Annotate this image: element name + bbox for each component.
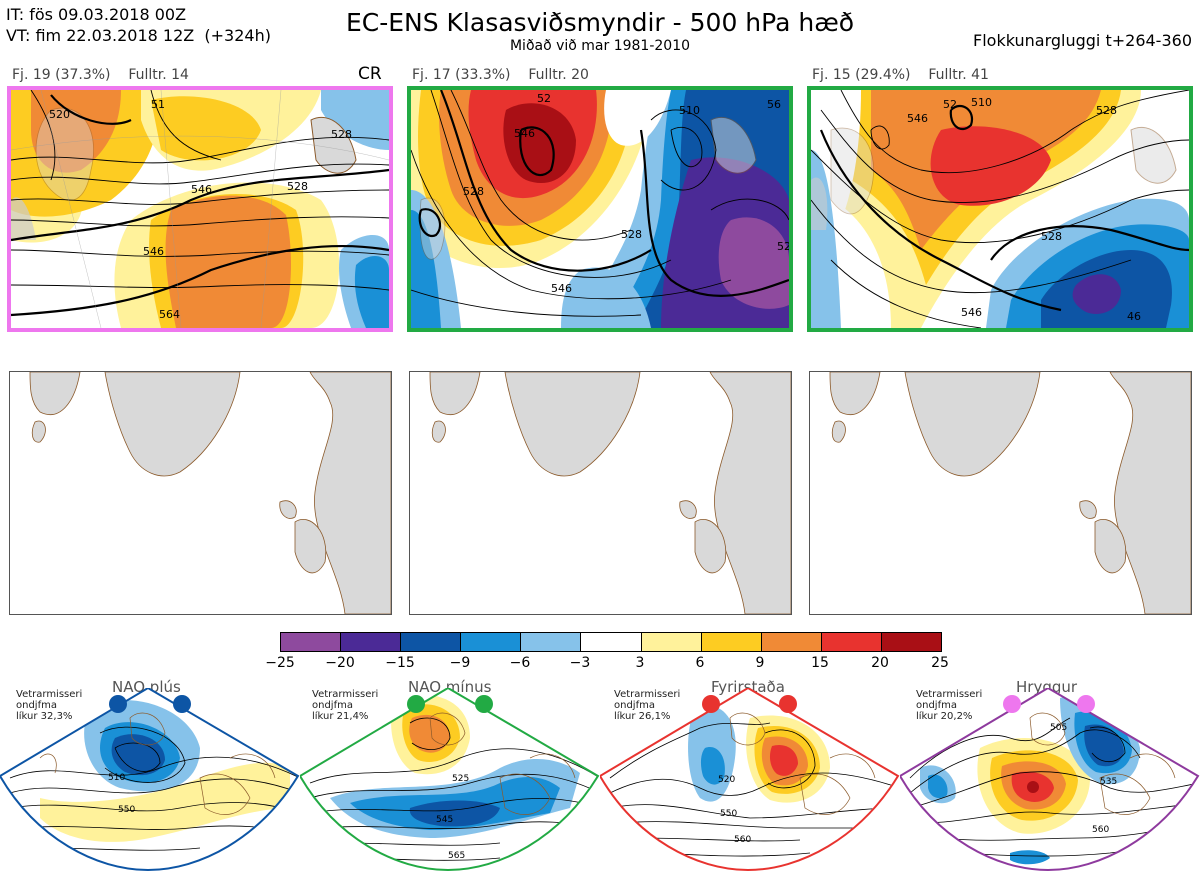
colorbar-tick: −9 (449, 655, 471, 671)
regime-3-map: 520 550 560 (600, 688, 900, 871)
regime-1-name: NAO plús (112, 678, 181, 696)
regime-4-marker (1003, 695, 1021, 713)
header-times: IT: fös 09.03.2018 00Z VT: fim 22.03.201… (6, 4, 271, 46)
colorbar-bin (401, 633, 462, 651)
contour-label: 528 (621, 228, 642, 241)
colorbar-tick: −20 (325, 655, 355, 671)
colorbar-bin (641, 633, 702, 651)
cluster-1-empty-map (9, 371, 392, 615)
contour-label: 564 (159, 308, 180, 321)
cluster-3-members: Fj. 15 (29.4%) (812, 67, 911, 83)
contour-label: 545 (436, 815, 453, 825)
colorbar-bin (341, 633, 402, 651)
classification-window: Flokkunargluggi t+264-360 (973, 31, 1192, 50)
regime-2-marker (407, 695, 425, 713)
regime-1-probability: Vetrarmisseri ondjfma líkur 32,3% (16, 689, 83, 722)
colorbar-bin (881, 633, 942, 651)
colorbar-bin (461, 633, 522, 651)
regime-2-probability: Vetrarmisseri ondjfma líkur 21,4% (312, 689, 379, 722)
contour-label: 550 (720, 809, 737, 819)
regime-4-marker (1077, 695, 1095, 713)
contour-label: 546 (514, 127, 535, 140)
contour-label: 528 (1096, 104, 1117, 117)
colorbar-tick: 20 (871, 655, 889, 671)
contour-label: 560 (734, 835, 751, 845)
cluster-1-regime-tag: CR (358, 64, 382, 84)
contour-label: 56 (767, 98, 781, 111)
contour-label: 546 (143, 245, 164, 258)
regime-3-marker (779, 695, 797, 713)
colorbar-tick: 15 (811, 655, 829, 671)
regime-2-map: 525 545 565 (300, 688, 600, 871)
initial-time: IT: fös 09.03.2018 00Z (6, 5, 187, 24)
contour-label: 510 (679, 104, 700, 117)
colorbar-bin (581, 633, 642, 651)
contour-label: 546 (961, 306, 982, 319)
colorbar-tick: 6 (695, 655, 705, 671)
contour-label: 535 (1100, 777, 1117, 787)
contour-label: 52 (943, 98, 957, 111)
regime-1-marker (173, 695, 191, 713)
contour-label: 550 (118, 805, 135, 815)
contour-label: 528 (287, 180, 308, 193)
regime-1-map: 510 550 (0, 688, 300, 871)
colorbar (280, 632, 942, 652)
regime-2-name: NAO mínus (408, 678, 492, 696)
regime-4-name: Hryggur (1016, 678, 1078, 696)
colorbar-tick: −25 (265, 655, 295, 671)
colorbar-tick: 25 (931, 655, 949, 671)
contour-label: 528 (1041, 230, 1062, 243)
cluster-3-representative: Fulltr. 41 (928, 67, 989, 83)
cluster-3-label: Fj. 15 (29.4%) Fulltr. 41 (812, 67, 989, 83)
contour-label: 520 (718, 775, 735, 785)
contour-label: 528 (777, 240, 789, 253)
colorbar-bin (281, 633, 342, 651)
colorbar-tick: 9 (755, 655, 765, 671)
contour-label: 560 (1092, 825, 1109, 835)
contour-label: 546 (191, 183, 212, 196)
page-title: EC-ENS Klasasviðsmyndir - 500 hPa hæð (345, 8, 855, 37)
colorbar-tick: 3 (635, 655, 645, 671)
contour-label: 546 (907, 112, 928, 125)
contour-label: 52 (537, 92, 551, 105)
cluster-1-map: 520 528 546 528 546 564 51 (7, 86, 393, 332)
cluster-2-empty-map (409, 371, 792, 615)
contour-label: 520 (49, 108, 70, 121)
contour-label: 510 (108, 773, 125, 783)
regime-3-probability: Vetrarmisseri ondjfma líkur 26,1% (614, 689, 681, 722)
regime-4-probability: Vetrarmisseri ondjfma líkur 20,2% (916, 689, 983, 722)
contour-label: 525 (452, 774, 469, 784)
contour-label: 510 (971, 96, 992, 109)
cluster-3-map: 510 546 528 528 546 52 46 (807, 86, 1193, 332)
cluster-1-label: Fj. 19 (37.3%) Fulltr. 14 (12, 67, 189, 83)
regime-1-marker (109, 695, 127, 713)
colorbar-tick: −15 (385, 655, 415, 671)
contour-label: 528 (331, 128, 352, 141)
contour-label: 565 (448, 851, 465, 861)
cluster-2-members: Fj. 17 (33.3%) (412, 67, 511, 83)
cluster-2-label: Fj. 17 (33.3%) Fulltr. 20 (412, 67, 589, 83)
cluster-2-map: 546 510 528 528 528 546 52 56 (407, 86, 793, 332)
cluster-1-members: Fj. 19 (37.3%) (12, 67, 111, 83)
colorbar-tick: −6 (509, 655, 531, 671)
regime-3-marker (702, 695, 720, 713)
page-subtitle: Miðað við mar 1981-2010 (509, 38, 691, 54)
colorbar-tick: −3 (569, 655, 591, 671)
cluster-3-empty-map (809, 371, 1192, 615)
regime-4-map: 505 535 560 (900, 688, 1200, 871)
contour-label: 546 (551, 282, 572, 295)
cluster-1-representative: Fulltr. 14 (128, 67, 189, 83)
contour-label: 51 (151, 98, 165, 111)
valid-time: VT: fim 22.03.2018 12Z (+324h) (6, 26, 271, 45)
contour-label: 505 (1050, 723, 1067, 733)
regime-2-marker (475, 695, 493, 713)
colorbar-bin (821, 633, 882, 651)
colorbar-bin (701, 633, 762, 651)
colorbar-bin (521, 633, 582, 651)
regime-3-name: Fyrirstaða (711, 678, 785, 696)
contour-label: 46 (1127, 310, 1141, 323)
contour-label: 528 (463, 185, 484, 198)
colorbar-bin (761, 633, 822, 651)
cluster-2-representative: Fulltr. 20 (528, 67, 589, 83)
